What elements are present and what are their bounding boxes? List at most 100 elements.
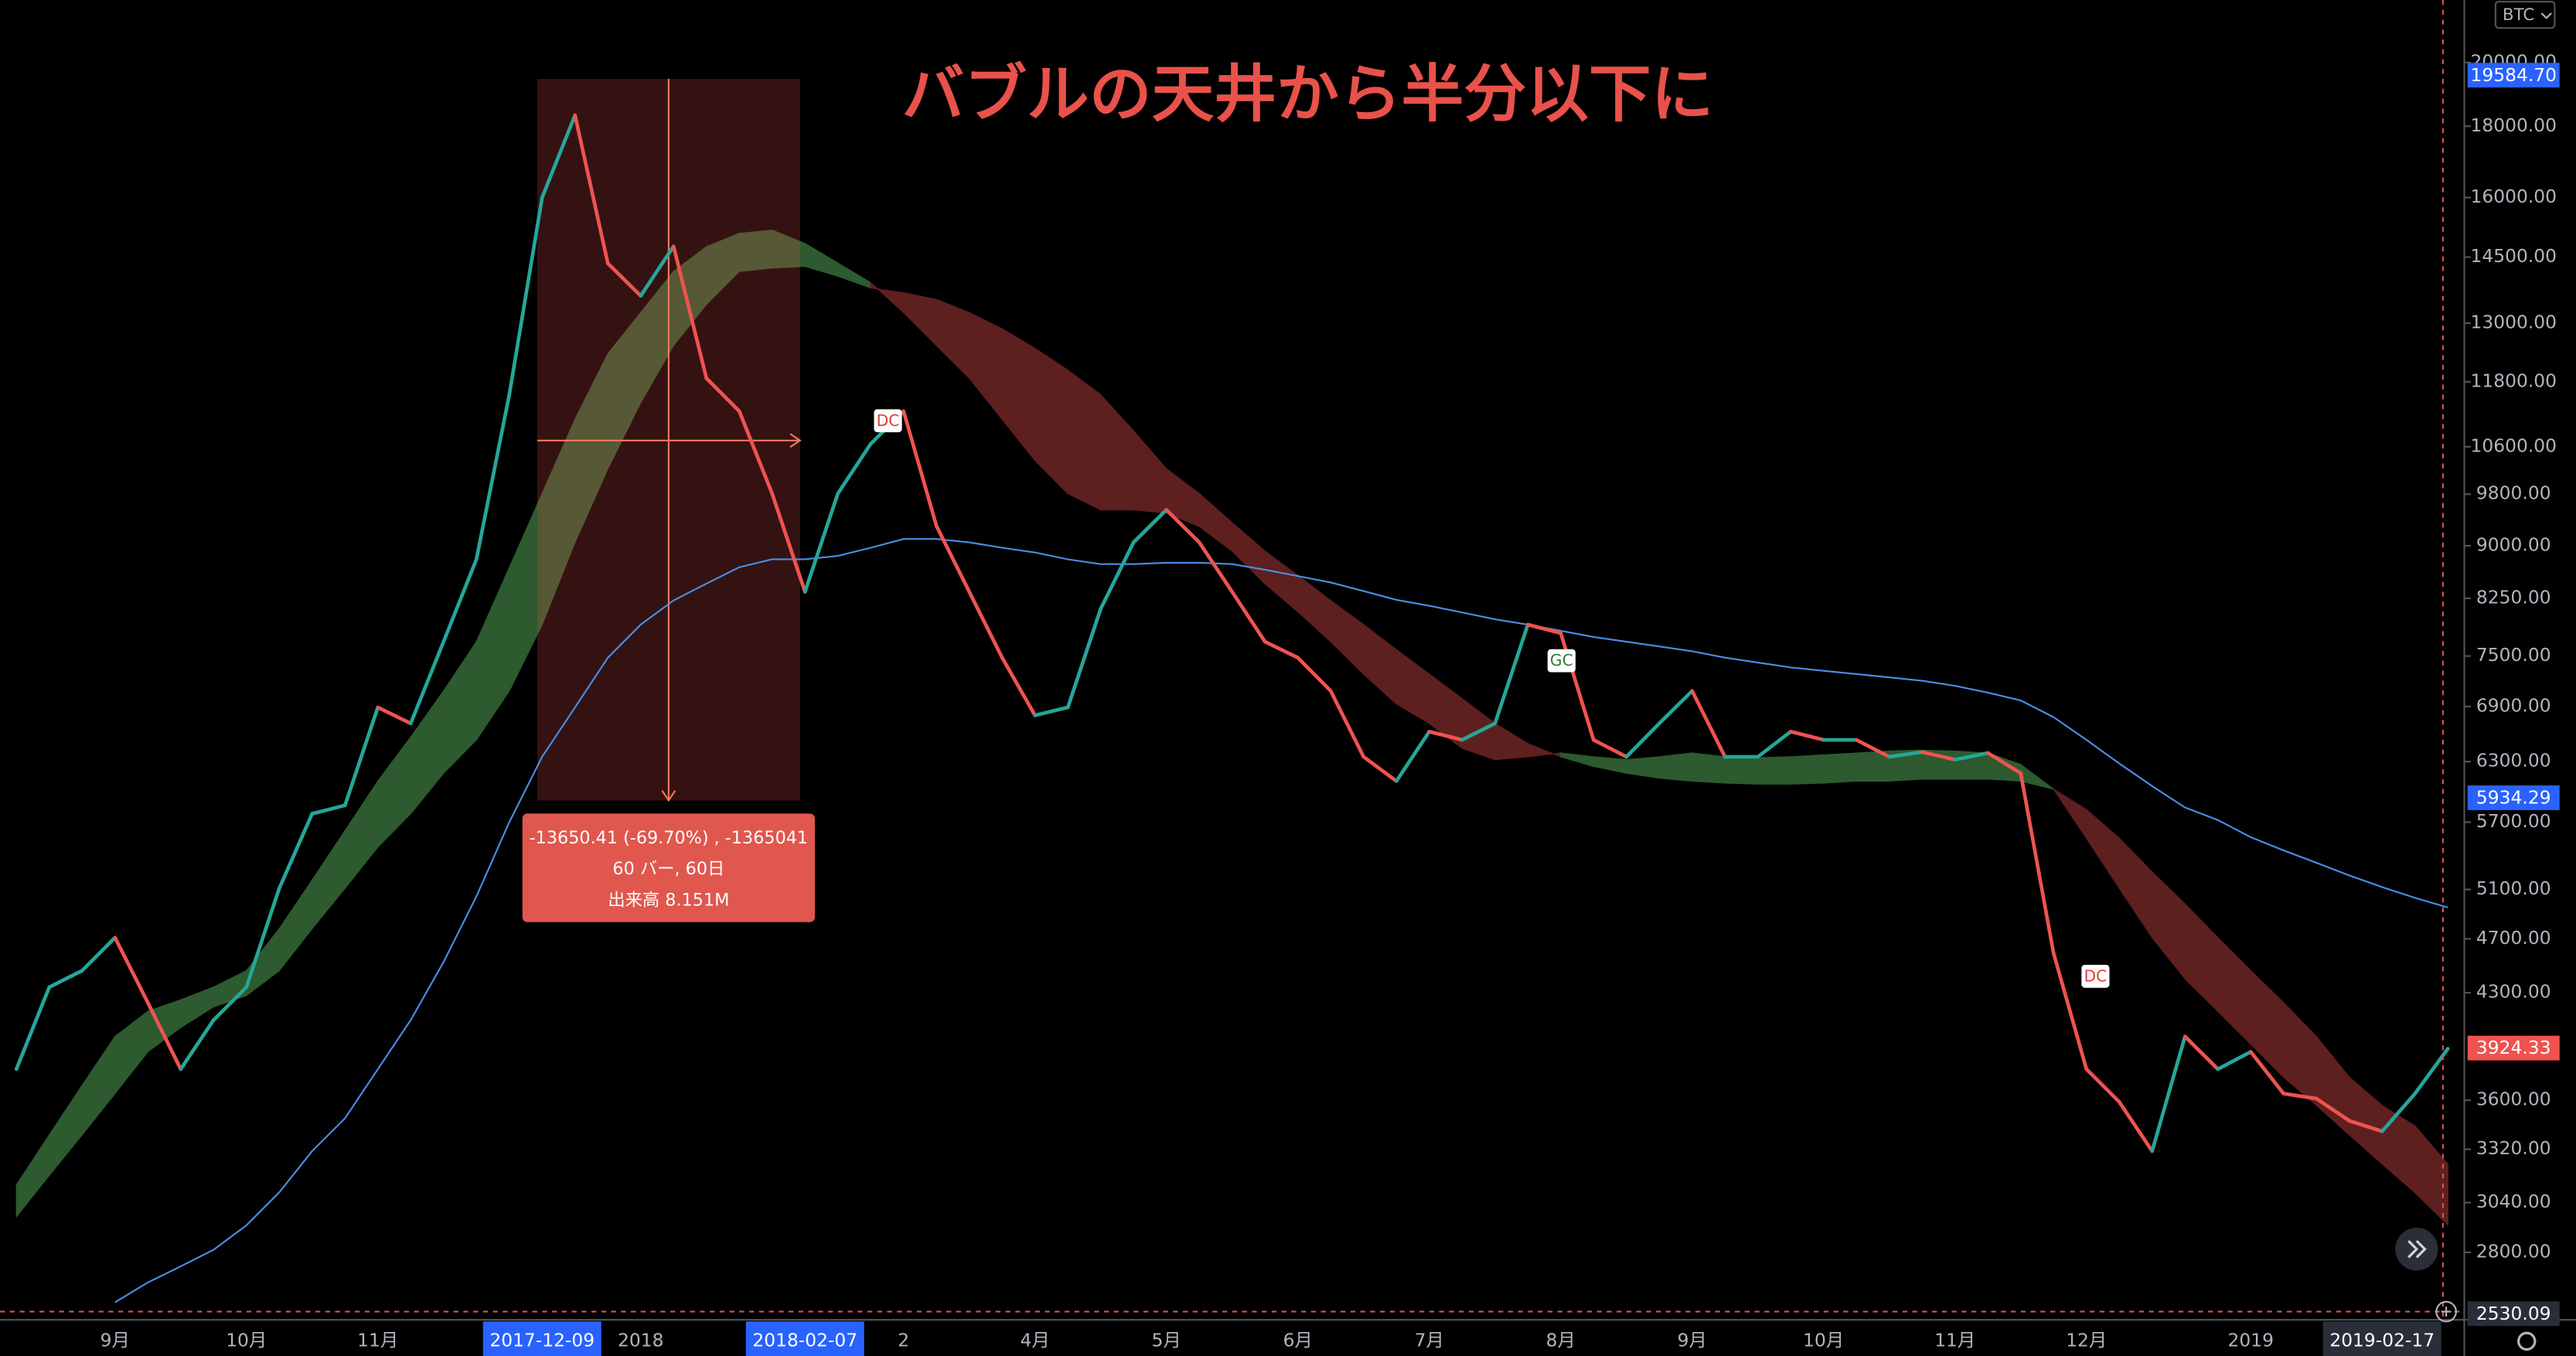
y-tick-label: 4300.00 (2476, 981, 2551, 1003)
x-tick-label: 7月 (1415, 1329, 1444, 1351)
cloud-segment (1724, 756, 1759, 785)
price-segment (934, 523, 972, 594)
price-segment (573, 113, 610, 266)
price-segment (2150, 1034, 2187, 1153)
price-segment (179, 1018, 216, 1072)
signal-badge (1547, 649, 1576, 673)
price-segment (342, 705, 380, 808)
price-segment (1328, 689, 1366, 759)
price-segment (2281, 1092, 2319, 1101)
price-segment (1099, 540, 1136, 611)
price-segment (1624, 721, 1661, 759)
price-segment (1065, 607, 1103, 710)
measure-text: -13650.41 (-69.70%) , -1365041 (530, 828, 809, 848)
settings-button[interactable] (2517, 1331, 2537, 1351)
cloud-segment (1757, 756, 1791, 785)
plot-layer (14, 113, 2450, 1303)
price-segment (1756, 729, 1793, 759)
x-tick-label: 2 (898, 1329, 909, 1351)
price-segment (1131, 508, 1169, 544)
price-segment (47, 969, 84, 990)
x-tick-label: 2017-12-09 (489, 1329, 595, 1351)
x-tick-label: 8月 (1546, 1329, 1576, 1351)
price-segment (1460, 721, 1498, 742)
price-segment (113, 935, 150, 1005)
cloud-segment (2414, 1124, 2448, 1226)
price-segment (1197, 540, 1235, 594)
measure-text: 60 バー, 60日 (612, 859, 724, 879)
price-segment (967, 590, 1004, 660)
y-tick-label: 2800.00 (2476, 1240, 2551, 1262)
price-segment (80, 935, 118, 973)
signal-label: GC (1550, 651, 1573, 669)
cloud-segment (1658, 752, 1693, 782)
zoom-button[interactable] (2435, 1300, 2457, 1323)
price-segment (408, 639, 446, 726)
y-tick-label: 14500.00 (2470, 245, 2557, 267)
x-tick-label: 2019 (2228, 1329, 2274, 1351)
price-segment (1230, 590, 1267, 644)
currency-caret[interactable] (2540, 12, 2552, 19)
price-segment (1296, 656, 1333, 693)
price-segment (2248, 1050, 2286, 1095)
x-tick-highlight (2322, 1321, 2441, 1356)
y-tick-label: 18000.00 (2470, 114, 2557, 136)
price-segment (2084, 1067, 2121, 1104)
moving-average-line (114, 538, 2448, 1303)
price-segment (2380, 1092, 2418, 1133)
cloud-segment (1790, 754, 1825, 785)
price-segment (211, 985, 249, 1022)
price-label: 19584.70 (2470, 64, 2557, 86)
signal-badge (2081, 964, 2110, 988)
y-tick-label: 3600.00 (2476, 1089, 2551, 1110)
y-tick-label: 16000.00 (2470, 186, 2557, 207)
price-segment (1854, 738, 1892, 759)
zoom-icon[interactable] (2441, 1307, 2452, 1317)
y-tick-label: 8250.00 (2476, 587, 2551, 608)
price-segment (1920, 750, 1958, 761)
price-segment (376, 705, 413, 726)
scroll-icon[interactable] (2407, 1240, 2427, 1259)
cloud-segment (1823, 752, 1857, 784)
cloud-segment (1692, 752, 1726, 784)
x-tick-label: 11月 (1934, 1329, 1975, 1351)
price-segment (2314, 1096, 2352, 1123)
price-segment (1788, 729, 1826, 742)
price-segment (310, 803, 347, 816)
price-segment (1361, 755, 1399, 783)
price-segment (605, 261, 643, 298)
price-segment (474, 393, 512, 561)
measure-box (522, 813, 815, 922)
cloud-segment (1067, 369, 1102, 511)
x-tick-label: 6月 (1283, 1329, 1313, 1351)
axes-layer: 2800.00 3040.00 3320.00 3600.00 4300.00 4700.… (101, 50, 2560, 1356)
price-segment (639, 244, 676, 298)
price-segment (671, 244, 709, 380)
price-segment (1887, 750, 1924, 759)
cloud-layer (15, 229, 2448, 1226)
price-segment (2182, 1034, 2220, 1072)
y-tick-label: 11800.00 (2470, 370, 2557, 391)
y-tick-label: 10600.00 (2470, 434, 2557, 456)
x-tick-label: 4月 (1021, 1329, 1050, 1351)
x-tick-label: 12月 (2066, 1329, 2107, 1351)
currency-label[interactable]: BTC (2503, 5, 2534, 25)
y-tick-label: 4700.00 (2476, 927, 2551, 949)
price-segment (1427, 729, 1464, 742)
price-segment (1262, 639, 1300, 660)
price-segment (802, 492, 840, 594)
x-tick-label: 10月 (226, 1329, 267, 1351)
x-tick-label: 10月 (1803, 1329, 1844, 1351)
x-tick-label: 9月 (101, 1329, 130, 1351)
y-tick-label: 3040.00 (2476, 1191, 2551, 1212)
x-axis-bg (0, 1320, 2576, 1356)
measure-arrows (661, 433, 802, 802)
price-segment (2019, 771, 2056, 956)
price-segment (1394, 729, 1432, 783)
x-tick-label: 2018 (618, 1329, 663, 1351)
currency-button[interactable] (2494, 1, 2556, 29)
price-segment (770, 492, 807, 594)
x-tick-label: 5月 (1152, 1329, 1181, 1351)
price-segment (244, 886, 281, 990)
price-label-bg (2467, 63, 2560, 88)
